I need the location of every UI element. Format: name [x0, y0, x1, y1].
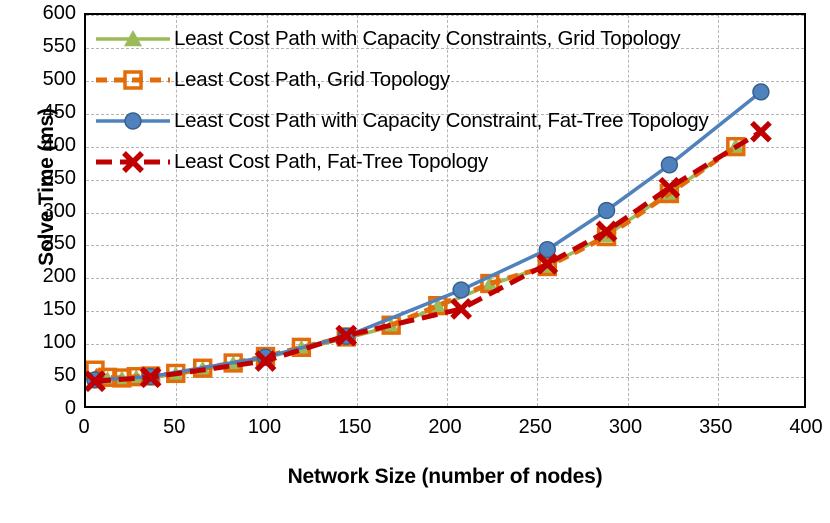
- y-tick-label: 50: [53, 364, 76, 387]
- data-point-marker: [658, 176, 681, 199]
- legend-key-icon: [94, 24, 172, 54]
- gridline-vertical: [176, 15, 178, 406]
- y-tick-label: 0: [64, 397, 76, 419]
- data-point-marker: [123, 70, 143, 90]
- legend-label: Least Cost Path, Grid Topology: [174, 68, 450, 91]
- y-tick-label: 200: [42, 265, 76, 288]
- legend-entry-1[interactable]: Least Cost Path, Grid Topology: [94, 62, 450, 98]
- legend-entry-3[interactable]: Least Cost Path, Fat-Tree Topology: [94, 144, 488, 180]
- series-3: [86, 120, 772, 393]
- y-tick-label: 300: [42, 199, 76, 222]
- y-axis-tick-labels: 600 550 500 450 400 350 300 250 200 150 100 50 0: [0, 3, 76, 418]
- gridline-horizontal: [86, 146, 804, 148]
- data-point-marker: [752, 83, 770, 101]
- x-tick-label: 250: [518, 416, 552, 438]
- gridline-vertical: [447, 15, 448, 406]
- data-point-marker: [538, 240, 557, 259]
- gridline-horizontal: [86, 377, 804, 379]
- x-tick-label: 150: [338, 416, 372, 438]
- data-point-marker: [480, 275, 499, 292]
- gridline-vertical: [717, 15, 719, 406]
- legend-entry-0[interactable]: Least Cost Path with Capacity Constraint…: [94, 21, 681, 57]
- legend: Least Cost Path with Capacity Constraint…: [86, 15, 804, 406]
- y-tick-label: 550: [42, 34, 76, 57]
- data-point-marker: [254, 350, 277, 372]
- x-tick-label: 400: [789, 416, 823, 438]
- y-tick-label: 150: [42, 298, 76, 321]
- x-tick-label: 300: [608, 416, 643, 438]
- x-axis-tick-labels: 0 50 100 150 200 250 300 350 400: [78, 416, 822, 446]
- series-layer: [86, 83, 772, 393]
- data-point-marker: [335, 324, 358, 347]
- y-tick-label: 400: [42, 133, 76, 156]
- y-tick-label: 100: [42, 331, 76, 354]
- y-tick-label: 250: [42, 232, 76, 255]
- legend-key-icon: [94, 65, 172, 95]
- x-tick-label: 0: [78, 416, 90, 438]
- gridline-vertical: [356, 15, 358, 406]
- data-point-marker: [597, 201, 616, 220]
- plot-area: Least Cost Path with Capacity Constraint…: [84, 13, 806, 408]
- legend-entry-2[interactable]: Least Cost Path with Capacity Constraint…: [94, 103, 709, 139]
- legend-key-icon: [94, 106, 172, 136]
- data-point-marker: [124, 112, 142, 130]
- gridline-horizontal: [86, 212, 804, 214]
- data-point-marker: [382, 317, 401, 334]
- x-tick-label: 50: [163, 416, 186, 438]
- y-tick-label: 600: [42, 2, 76, 24]
- gridline-horizontal: [86, 278, 804, 280]
- x-tick-label: 200: [428, 416, 462, 438]
- y-tick-label: 500: [42, 67, 76, 90]
- gridline-horizontal: [86, 15, 804, 16]
- x-axis-title: Network Size (number of nodes): [287, 465, 603, 488]
- data-point-marker: [660, 156, 679, 174]
- data-point-marker: [750, 120, 772, 143]
- data-point-marker: [726, 136, 746, 157]
- gridline-horizontal: [86, 47, 804, 49]
- data-point-marker: [139, 366, 162, 389]
- data-point-marker: [122, 151, 144, 173]
- data-point-marker: [536, 253, 559, 275]
- x-tick-label: 350: [699, 416, 733, 438]
- data-point-marker: [86, 370, 106, 393]
- series-line: [93, 144, 738, 381]
- x-tick-label: 100: [247, 416, 282, 438]
- legend-label: Least Cost Path with Capacity Constraint…: [174, 109, 709, 132]
- data-point-marker: [452, 281, 470, 299]
- legend-label: Least Cost Path with Capacity Constraint…: [174, 27, 681, 50]
- y-tick-label: 350: [42, 166, 76, 189]
- gridline-vertical: [537, 15, 539, 406]
- legend-label: Least Cost Path, Fat-Tree Topology: [174, 150, 488, 173]
- gridline-horizontal: [86, 113, 804, 115]
- gridline-horizontal: [86, 179, 804, 181]
- legend-key-icon: [94, 147, 172, 177]
- gridline-horizontal: [86, 344, 804, 346]
- data-point-marker: [450, 298, 473, 320]
- gridline-horizontal: [86, 245, 804, 247]
- data-point-marker: [595, 220, 618, 243]
- gridline-vertical: [266, 15, 268, 406]
- gridline-horizontal: [86, 80, 804, 82]
- data-point-marker: [124, 30, 142, 47]
- series-line: [94, 145, 737, 384]
- gridline-vertical: [627, 15, 629, 406]
- y-tick-label: 450: [42, 100, 76, 123]
